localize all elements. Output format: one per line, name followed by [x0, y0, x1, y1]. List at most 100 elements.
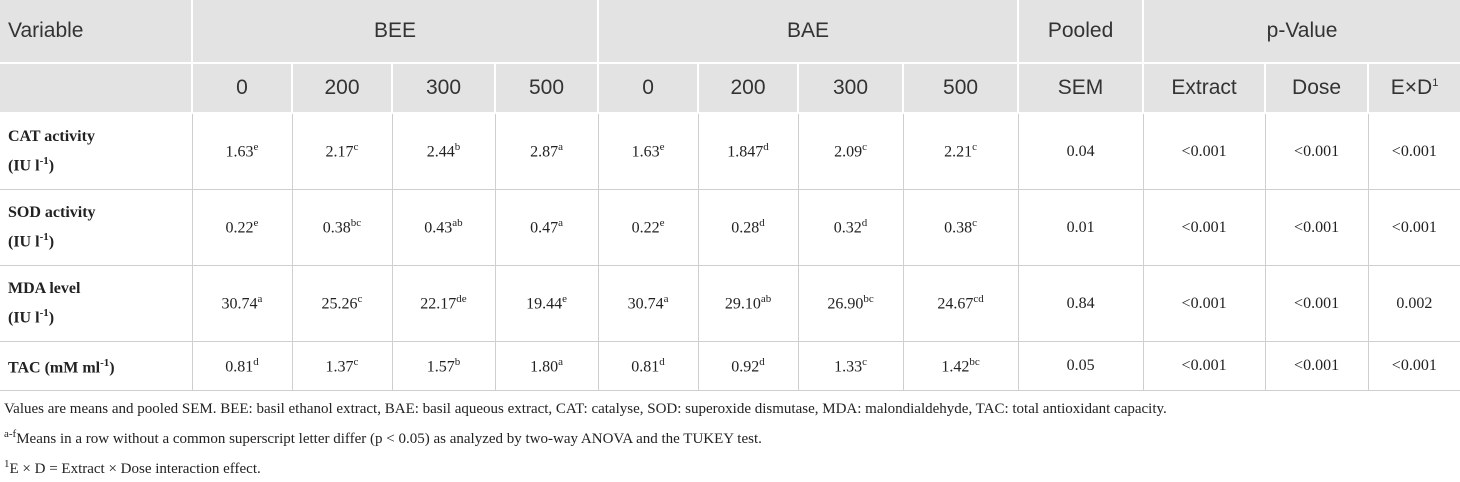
text: 1.63	[225, 143, 254, 161]
text: 24.67	[937, 295, 974, 313]
cell: <0.001	[1367, 189, 1460, 266]
header-cell: Dose	[1264, 63, 1369, 114]
superscript: c	[972, 217, 977, 230]
cell: 1.33c	[797, 341, 904, 391]
table-body: CAT activity (IU l-1) 1.63e 2.17c 2.44b 2.87a…	[0, 113, 1460, 391]
header-row: 0 200 300 500 0 200 300 500 SEM Extract Dose E×D1	[0, 63, 1460, 114]
text: 2.21	[944, 143, 973, 161]
cell: 2.17c	[291, 113, 393, 190]
header-cell: BAE	[597, 0, 1019, 64]
cell: 1.37c	[291, 341, 393, 391]
superscript: b	[454, 355, 461, 368]
text: 0.28	[731, 219, 760, 237]
cell: 30.74a	[597, 265, 699, 342]
header-cell: p-Value	[1142, 0, 1460, 64]
text: 1.57	[426, 358, 455, 376]
cell: 0.38c	[902, 189, 1019, 266]
cell: 25.26c	[291, 265, 393, 342]
footnote: Values are means and pooled SEM. BEE: ba…	[4, 397, 1460, 422]
superscript: cd	[973, 293, 984, 306]
text: 1.42	[941, 358, 970, 376]
text: E × D = Extract × Dose interaction effec…	[9, 461, 261, 477]
cell: 0.47a	[494, 189, 599, 266]
header-cell: BEE	[190, 0, 599, 64]
text: Values are means and pooled SEM. BEE: ba…	[4, 401, 1167, 417]
text: MDA level	[8, 279, 81, 297]
text: 0.47	[530, 219, 559, 237]
cell: <0.001	[1264, 113, 1369, 190]
superscript: -1	[100, 357, 110, 370]
label: CAT activity	[8, 125, 191, 149]
row-label: CAT activity (IU l-1)	[0, 113, 193, 190]
superscript: c	[353, 141, 359, 154]
superscript: c	[357, 293, 363, 306]
header-cell: 500	[902, 63, 1019, 114]
text: <0.001	[1294, 218, 1340, 236]
text: 0.22	[225, 219, 254, 237]
text: E×D	[1390, 76, 1433, 99]
superscript: -1	[39, 230, 49, 243]
cell: 22.17de	[391, 265, 496, 342]
text: (IU l	[8, 157, 40, 175]
superscript: d	[861, 217, 868, 230]
superscript: 1	[1432, 77, 1439, 89]
superscript: a	[558, 355, 563, 368]
text: <0.001	[1391, 142, 1437, 160]
header-cell: SEM	[1017, 63, 1144, 114]
text: 26.90	[827, 295, 864, 313]
superscript: e	[253, 217, 259, 230]
cell: <0.001	[1142, 265, 1266, 342]
cell: 1.63e	[597, 113, 699, 190]
text: 1.63	[631, 143, 660, 161]
text: 500	[528, 76, 565, 99]
header-cell: 0	[191, 63, 292, 114]
unit: (IU l-1)	[8, 301, 191, 330]
text: )	[48, 157, 55, 175]
cell: 1.57b	[391, 341, 496, 391]
text: 1.80	[530, 358, 559, 376]
superscript: a	[663, 293, 669, 306]
header-cell: 300	[797, 63, 904, 114]
data-table: Variable BEE BAE Pooled p-Value 0 200 300 5…	[0, 0, 1460, 391]
text: 200	[730, 76, 766, 99]
text: 0.92	[731, 358, 760, 376]
header-row: Variable BEE BAE Pooled p-Value	[0, 0, 1460, 64]
text: 500	[943, 76, 979, 99]
superscript: de	[456, 293, 467, 306]
text: 22.17	[420, 295, 457, 313]
header-cell: Variable	[0, 0, 192, 64]
row-label: TAC (mM ml-1)	[0, 341, 193, 391]
text: 2.44	[426, 143, 455, 161]
cell: 2.44b	[391, 113, 496, 190]
text: 29.10	[724, 295, 761, 313]
superscript: c	[972, 141, 977, 154]
text: SOD activity	[8, 203, 96, 221]
label: SOD activity	[8, 201, 191, 225]
text: CAT activity	[8, 127, 95, 145]
superscript: a	[558, 217, 563, 230]
cell: 0.81d	[597, 341, 699, 391]
text: <0.001	[1181, 142, 1227, 160]
superscript: d	[759, 217, 765, 230]
superscript: -1	[39, 154, 49, 167]
table-row: CAT activity (IU l-1) 1.63e 2.17c 2.44b 2.87a…	[0, 113, 1460, 190]
text: <0.001	[1181, 357, 1227, 374]
header-cell: 200	[291, 63, 392, 114]
text: 2.09	[834, 143, 863, 161]
text: 0.32	[833, 219, 862, 237]
footnote: 1E × D = Extract × Dose interaction effe…	[4, 452, 1460, 482]
text: 0.43	[424, 219, 453, 237]
text: <0.001	[1181, 218, 1227, 236]
cell: 0.84	[1017, 265, 1144, 342]
text: 0.38	[944, 219, 973, 237]
cell: <0.001	[1142, 189, 1266, 266]
text: 0	[236, 76, 248, 99]
cell: <0.001	[1142, 113, 1266, 190]
text: 0.002	[1396, 294, 1433, 312]
text: (IU l	[8, 309, 40, 327]
header-cell: 200	[697, 63, 799, 114]
header-cell: E×D1	[1367, 63, 1460, 114]
cell: 0.38bc	[291, 189, 393, 266]
header-cell: 300	[391, 63, 495, 114]
text: 0	[642, 76, 654, 99]
